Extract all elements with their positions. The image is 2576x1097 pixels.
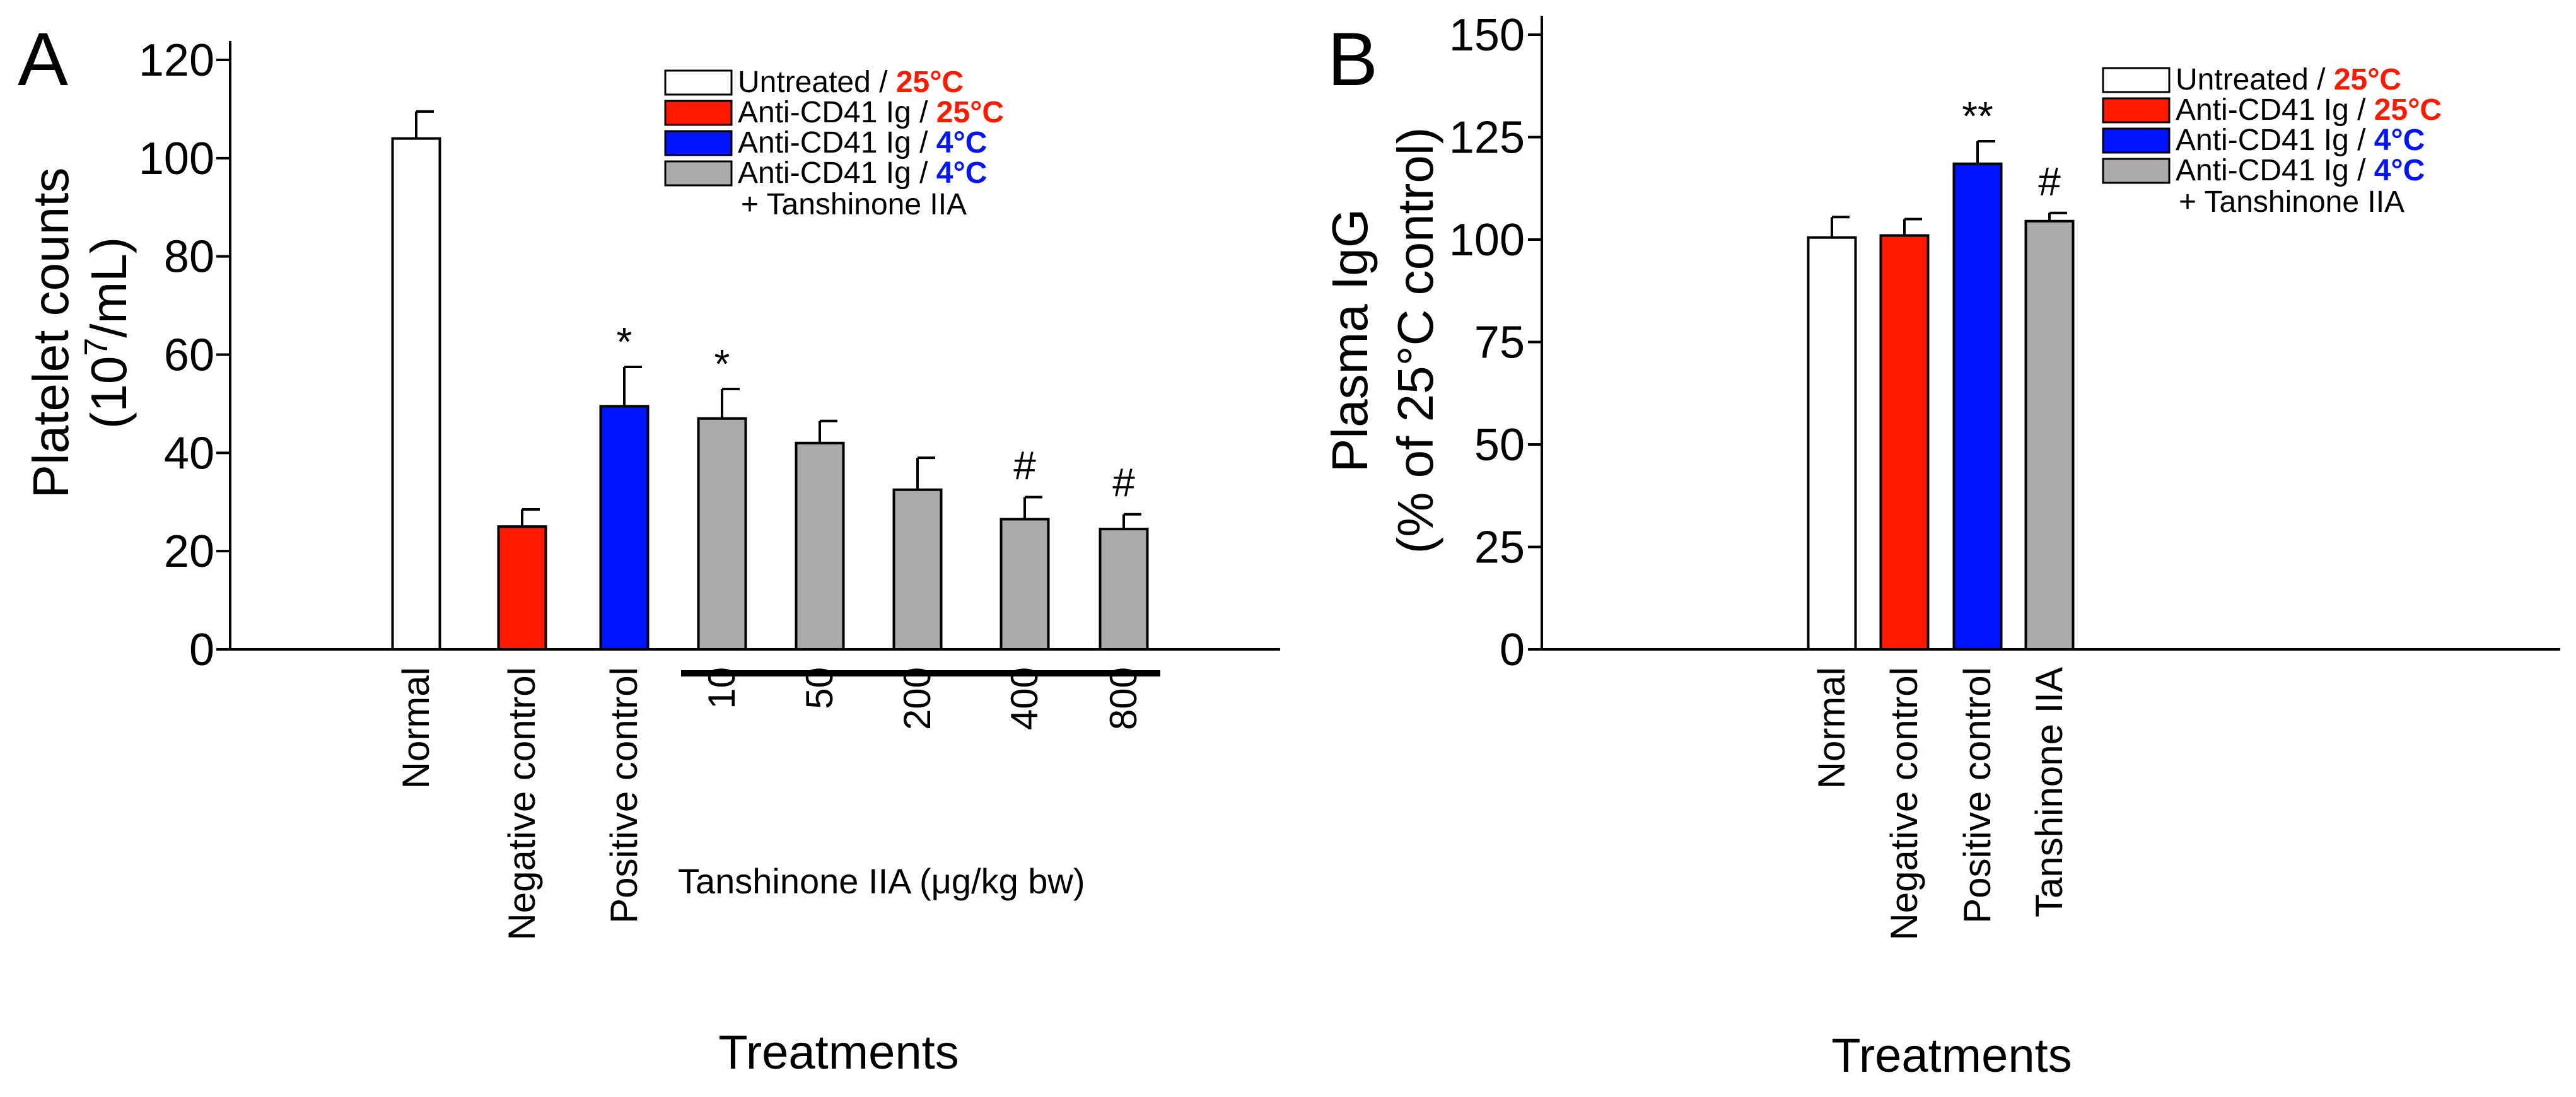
panel-a-y-tick-label: 100: [139, 134, 214, 184]
panel-a-legend-swatch: [664, 69, 733, 96]
panel-b-xlabel: Treatments: [1831, 1029, 2072, 1082]
panel-b-y-tick-label: 100: [1449, 215, 1525, 265]
panel-b-significance-label: **: [1962, 93, 1993, 139]
panel-a-legend-label: Anti-CD41 Ig / 4°C: [738, 126, 987, 160]
panel-a-y-tick-label: 20: [164, 526, 214, 577]
panel-a-significance-label: #: [1112, 460, 1135, 506]
panel-b-y-tick-label: 0: [1500, 625, 1525, 675]
panel-b-legend-swatch: [2102, 158, 2171, 184]
panel-a-bar: [892, 488, 943, 651]
panel-a-y-tick-label: 120: [139, 35, 214, 86]
panel-a-y-tick-label: 40: [164, 428, 214, 479]
panel-b-y-tick-label: 125: [1449, 113, 1525, 163]
panel-a-bar: [391, 137, 441, 651]
panel-a-xlabel: Treatments: [718, 1026, 959, 1079]
panel-a-legend-swatch: [664, 130, 733, 156]
panel-a-bar: [795, 441, 845, 651]
panel-a-legend-swatch: [664, 100, 733, 126]
panel-b-significance-label: #: [2038, 159, 2061, 204]
panel-a-legend-swatch: [664, 160, 733, 187]
panel-b-y-tick-label: 150: [1449, 10, 1525, 61]
panel-a-significance-label: #: [1013, 443, 1036, 488]
panel-b-legend-label: Anti-CD41 Ig / 4°C: [2176, 154, 2425, 187]
panel-a-ylabel-line2: (107/mL): [78, 237, 137, 429]
panel-b-category-label: Positive control: [1956, 667, 1998, 924]
panel-b-letter: B: [1327, 17, 1378, 102]
panel-b-legend-swatch: [2102, 97, 2171, 124]
panel-a-category-label: Negative control: [501, 667, 543, 941]
panel-a-bar: [1099, 528, 1149, 651]
panel-b-legend-label: Anti-CD41 Ig / 4°C: [2176, 124, 2425, 157]
panel-b-legend-swatch: [2102, 127, 2171, 154]
panel-b-category-label: Normal: [1810, 667, 1853, 789]
panel-a-category-label: Normal: [395, 667, 437, 789]
panel-a-legend-extra: + Tanshinone IIA: [741, 188, 967, 221]
panel-a-legend-label: Anti-CD41 Ig / 4°C: [738, 156, 987, 190]
panel-a-significance-label: *: [714, 341, 730, 386]
panel-b-ylabel-line1: Plasma IgG: [1322, 209, 1378, 472]
panel-b-legend-label: Anti-CD41 Ig / 25°C: [2176, 93, 2442, 127]
panel-a-category-label: 400: [1003, 667, 1046, 730]
panel-a-significance-label: *: [617, 319, 632, 364]
panel-a-legend-label: Anti-CD41 Ig / 25°C: [738, 96, 1004, 129]
panel-b-legend-label: Untreated / 25°C: [2176, 63, 2401, 96]
panel-a-letter: A: [18, 17, 68, 102]
panel-b-legend-swatch: [2102, 67, 2171, 93]
panel-b-category-label: Negative control: [1883, 667, 1925, 941]
panel-a-y-tick-label: 80: [164, 232, 214, 282]
panel-b-category-label: Tanshinone IIA: [2028, 667, 2070, 917]
panel-b-ylabel-line2: (% of 25°C control): [1387, 127, 1443, 554]
panel-b-bar: [1952, 162, 2003, 651]
panel-b-legend-extra: + Tanshinone IIA: [2179, 185, 2404, 219]
panel-a-category-label: Positive control: [603, 667, 645, 924]
panel-a-y-tick-label: 0: [189, 625, 214, 675]
panel-a-category-label: 800: [1102, 667, 1145, 730]
panel-a-bar: [1000, 518, 1050, 651]
panel-b-y-tick-label: 50: [1474, 420, 1525, 470]
panel-b-y-tick-label: 25: [1474, 523, 1525, 573]
panel-b-bar: [2024, 219, 2075, 651]
panel-b-bar: [1879, 234, 1930, 651]
panel-a-bar: [599, 405, 650, 651]
panel-b-y-tick-label: 75: [1474, 318, 1525, 368]
panel-a-category-label: 200: [896, 667, 938, 730]
panel-a-ylabel-line1: Platelet counts: [23, 168, 79, 499]
panel-b-bar: [1807, 236, 1857, 651]
panel-a-y-tick-label: 60: [164, 330, 214, 381]
panel-a-bar: [697, 417, 747, 651]
panel-a-bar: [497, 525, 547, 651]
panel-a-group-label: Tanshinone IIA (μg/kg bw): [678, 861, 1085, 901]
panel-a-legend-label: Untreated / 25°C: [738, 66, 964, 99]
